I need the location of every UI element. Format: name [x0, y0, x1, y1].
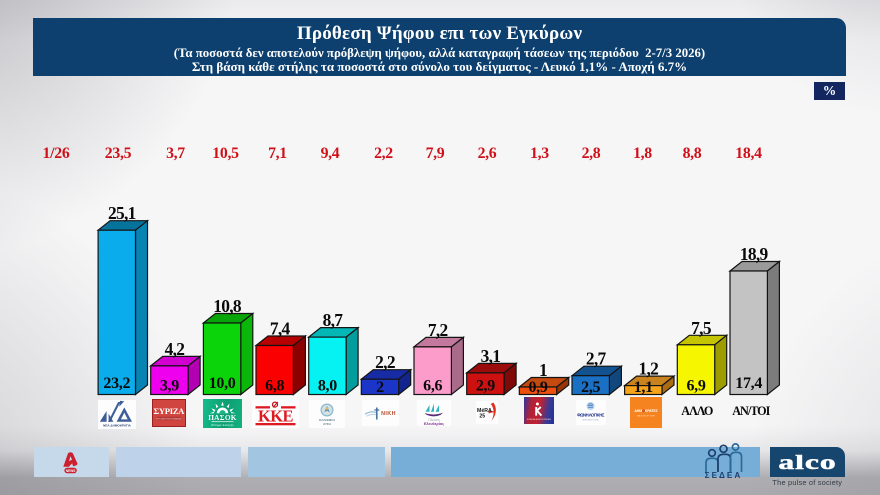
svg-text:3,1: 3,1 [481, 346, 501, 366]
svg-text:ΠΑΣΟΚ: ΠΑΣΟΚ [209, 413, 238, 422]
svg-text:ΑΝ/ΤΟΙ: ΑΝ/ΤΟΙ [732, 404, 770, 418]
svg-text:1,2: 1,2 [638, 359, 658, 379]
svg-text:3,7: 3,7 [166, 145, 185, 162]
svg-text:2,7: 2,7 [586, 349, 607, 369]
svg-text:23,2: 23,2 [103, 375, 130, 392]
svg-text:8,8: 8,8 [683, 145, 702, 162]
svg-text:4,2: 4,2 [165, 339, 185, 359]
svg-text:2,6: 2,6 [478, 145, 497, 162]
svg-text:8,7: 8,7 [323, 310, 344, 330]
svg-text:7,9: 7,9 [426, 145, 445, 162]
svg-text:2,8: 2,8 [582, 145, 601, 162]
svg-text:2,2: 2,2 [375, 352, 395, 372]
svg-text:ΛΥΣΗ: ΛΥΣΗ [323, 422, 331, 426]
svg-text:9,4: 9,4 [321, 145, 340, 162]
svg-text:ΑΛΛΟ: ΑΛΛΟ [681, 404, 713, 418]
svg-text:Πλεύση: Πλεύση [429, 418, 440, 422]
svg-text:ΔΗΜΟΚΡΑΤΕΣ: ΔΗΜΟΚΡΑΤΕΣ [634, 409, 658, 413]
svg-text:ΣΥΡΙΖΑ: ΣΥΡΙΖΑ [154, 407, 185, 417]
svg-text:2,5: 2,5 [581, 379, 600, 396]
svg-text:0,9: 0,9 [528, 379, 547, 396]
svg-text:18,9: 18,9 [740, 244, 769, 264]
svg-text:1: 1 [539, 360, 547, 380]
svg-text:2,2: 2,2 [374, 145, 393, 162]
svg-text:7,4: 7,4 [270, 319, 291, 339]
svg-text:23,5: 23,5 [105, 145, 132, 162]
svg-text:1,3: 1,3 [530, 145, 549, 162]
svg-text:2,9: 2,9 [476, 378, 495, 395]
svg-text:ΝΕΑ ΔΗΜΟΚΡΑΤΙΑ: ΝΕΑ ΔΗΜΟΚΡΑΤΙΑ [104, 424, 133, 428]
svg-text:Κίνημα Αλλαγής: Κίνημα Αλλαγής [211, 423, 235, 427]
svg-text:25: 25 [479, 413, 485, 419]
svg-text:18,4: 18,4 [735, 145, 762, 162]
svg-text:ΠΡΟΟΔΕΥΤΙΚΗ ΣΥΜΜΑΧΙΑ: ΠΡΟΟΔΕΥΤΙΚΗ ΣΥΜΜΑΧΙΑ [157, 418, 182, 421]
svg-text:8,0: 8,0 [318, 378, 337, 395]
svg-text:1,8: 1,8 [633, 145, 652, 162]
svg-text:ΝΙΚΗ: ΝΙΚΗ [381, 411, 396, 417]
svg-text:10,8: 10,8 [213, 296, 242, 316]
svg-text:25,1: 25,1 [108, 203, 136, 223]
svg-text:NEWS: NEWS [66, 468, 76, 472]
svg-text:6,9: 6,9 [686, 378, 705, 395]
svg-text:1,1: 1,1 [634, 379, 653, 396]
svg-text:7,5: 7,5 [691, 318, 712, 338]
svg-text:KKE: KKE [258, 407, 293, 426]
svg-text:ΦΩΝΗ ΛΟΓΙΚΗΣ: ΦΩΝΗ ΛΟΓΙΚΗΣ [577, 412, 605, 417]
svg-text:7,2: 7,2 [428, 320, 448, 340]
svg-text:ΑΦΥΠΝΙΣΗ ΤΩΡΑ: ΑΦΥΠΝΙΣΗ ΤΩΡΑ [583, 418, 600, 421]
svg-text:10,5: 10,5 [212, 145, 239, 162]
svg-text:6,8: 6,8 [265, 378, 284, 395]
svg-text:2: 2 [376, 379, 384, 396]
svg-text:10,0: 10,0 [209, 375, 236, 392]
svg-text:MéRA: MéRA [477, 408, 492, 414]
svg-text:ΕΛΛΗΝΙΚΗ: ΕΛΛΗΝΙΚΗ [319, 418, 335, 422]
svg-text:7,1: 7,1 [268, 145, 287, 162]
svg-text:17,4: 17,4 [735, 375, 762, 392]
svg-text:Ελευθερίας: Ελευθερίας [424, 422, 444, 426]
svg-text:1/26: 1/26 [43, 145, 70, 162]
svg-text:3,9: 3,9 [160, 378, 179, 395]
svg-text:ΜΑΖΙ ΜΠΟΡΟΥΜΕ: ΜΑΖΙ ΜΠΟΡΟΥΜΕ [637, 415, 655, 418]
svg-text:ΣΕΔΕΑ: ΣΕΔΕΑ [705, 471, 743, 480]
svg-text:6,6: 6,6 [423, 378, 442, 395]
svg-text:ΚΙΝΗΜΑ ΔΗΜΟΚΡΑΤΙΑΣ: ΚΙΝΗΜΑ ΔΗΜΟΚΡΑΤΙΑΣ [527, 418, 552, 421]
